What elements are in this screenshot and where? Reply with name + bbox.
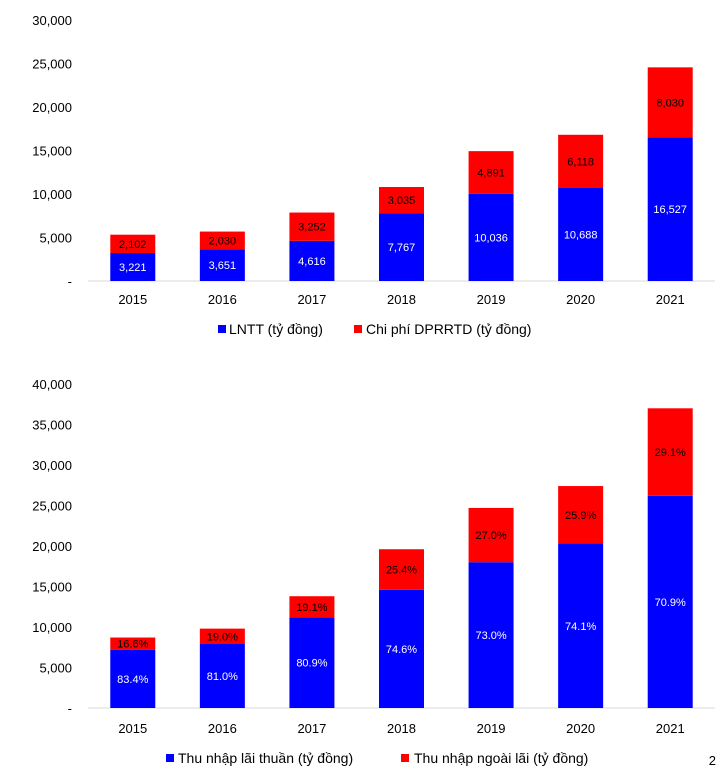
- y-tick-label: 10,000: [32, 187, 72, 202]
- data-label: 29.1%: [655, 447, 686, 459]
- data-label: 2,102: [119, 239, 147, 251]
- x-tick-label: 2018: [387, 721, 416, 736]
- data-label: 4,616: [298, 256, 326, 268]
- bar-segment: [558, 134, 604, 189]
- x-tick-label: 2016: [208, 721, 237, 736]
- x-tick-label: 2018: [387, 292, 416, 307]
- legend-swatch: [166, 754, 174, 762]
- x-tick-label: 2017: [297, 721, 326, 736]
- y-tick-label: 20,000: [32, 100, 72, 115]
- bar-segment: [289, 212, 335, 241]
- y-tick-label: -: [68, 274, 72, 289]
- bar-segment: [199, 644, 245, 708]
- legend-label: Thu nhập ngoài lãi (tỷ đồng): [414, 750, 588, 766]
- data-label: 25.4%: [386, 564, 417, 576]
- bar-segment: [199, 628, 245, 645]
- x-tick-label: 2021: [656, 292, 685, 307]
- y-tick-label: 30,000: [32, 13, 72, 28]
- y-tick-label: 5,000: [39, 661, 72, 676]
- bar-segment: [468, 507, 514, 563]
- bar-segment: [110, 649, 156, 708]
- data-label: 70.9%: [655, 597, 686, 609]
- bar-segment: [468, 193, 514, 281]
- y-tick-label: 5,000: [39, 231, 72, 246]
- y-tick-label: 15,000: [32, 144, 72, 159]
- x-tick-label: 2020: [566, 721, 595, 736]
- data-label: 3,252: [298, 222, 326, 234]
- legend-label: Thu nhập lãi thuần (tỷ đồng): [178, 750, 353, 766]
- x-tick-label: 2021: [656, 721, 685, 736]
- data-label: 19.0%: [207, 631, 238, 643]
- data-label: 74.6%: [386, 644, 417, 656]
- bar-segment: [647, 67, 693, 138]
- bar-segment: [468, 562, 514, 708]
- x-tick-label: 2019: [477, 292, 506, 307]
- data-label: 81.0%: [207, 671, 238, 683]
- bar-segment: [468, 151, 514, 194]
- data-label: 73.0%: [475, 630, 506, 642]
- data-label: 27.0%: [475, 530, 506, 542]
- data-label: 6,118: [567, 156, 594, 168]
- data-label: 16.6%: [117, 639, 148, 651]
- y-tick-label: -: [68, 701, 72, 716]
- data-label: 16,527: [653, 204, 687, 216]
- data-label: 74.1%: [565, 621, 596, 633]
- y-tick-label: 25,000: [32, 499, 72, 514]
- data-label: 8,030: [656, 97, 684, 109]
- bar-segment: [289, 240, 335, 281]
- data-label: 25.9%: [565, 510, 596, 522]
- bar-segment: [558, 543, 604, 708]
- data-label: 7,767: [388, 242, 416, 254]
- bar-segment: [379, 213, 424, 281]
- y-tick-label: 40,000: [32, 377, 72, 392]
- x-tick-label: 2017: [297, 292, 326, 307]
- bar-segment: [558, 188, 604, 281]
- x-tick-label: 2019: [477, 721, 506, 736]
- legend-swatch: [401, 754, 409, 762]
- y-tick-label: 35,000: [32, 418, 72, 433]
- data-label: 80.9%: [296, 658, 327, 670]
- bar-segment: [379, 589, 424, 708]
- bar-segment: [379, 187, 424, 214]
- x-tick-label: 2016: [208, 292, 237, 307]
- page-number-fragment: 2: [708, 753, 716, 768]
- data-label: 4,891: [477, 167, 505, 179]
- data-label: 83.4%: [117, 674, 148, 686]
- bar-segment: [199, 231, 245, 250]
- bar-segment: [110, 637, 156, 650]
- bar-segment: [558, 486, 604, 544]
- x-tick-label: 2020: [566, 292, 595, 307]
- legend-swatch: [218, 325, 226, 333]
- data-label: 10,036: [474, 232, 508, 244]
- legend-label: LNTT (tỷ đồng): [229, 321, 323, 337]
- bar-segment: [647, 408, 693, 496]
- y-tick-label: 15,000: [32, 580, 72, 595]
- bar-segment: [647, 137, 693, 281]
- y-tick-label: 20,000: [32, 539, 72, 554]
- y-tick-label: 30,000: [32, 458, 72, 473]
- data-label: 2,030: [209, 235, 237, 247]
- data-label: 10,688: [564, 230, 598, 242]
- bar-segment: [379, 549, 424, 590]
- data-label: 3,651: [209, 260, 237, 272]
- bar-segment: [647, 495, 693, 708]
- data-label: 19.1%: [296, 602, 327, 614]
- x-tick-label: 2015: [118, 292, 147, 307]
- legend-swatch: [354, 325, 362, 333]
- y-tick-label: 10,000: [32, 620, 72, 635]
- bar-segment: [289, 596, 335, 618]
- bar-segment: [110, 252, 156, 281]
- x-tick-label: 2015: [118, 721, 147, 736]
- y-tick-label: 25,000: [32, 57, 72, 72]
- bar-segment: [199, 249, 245, 281]
- legend-label: Chi phí DPRRTD (tỷ đồng): [366, 321, 531, 337]
- data-label: 3,221: [119, 262, 147, 274]
- data-label: 3,035: [388, 195, 416, 207]
- bar-segment: [289, 617, 335, 708]
- bar-segment: [110, 234, 156, 253]
